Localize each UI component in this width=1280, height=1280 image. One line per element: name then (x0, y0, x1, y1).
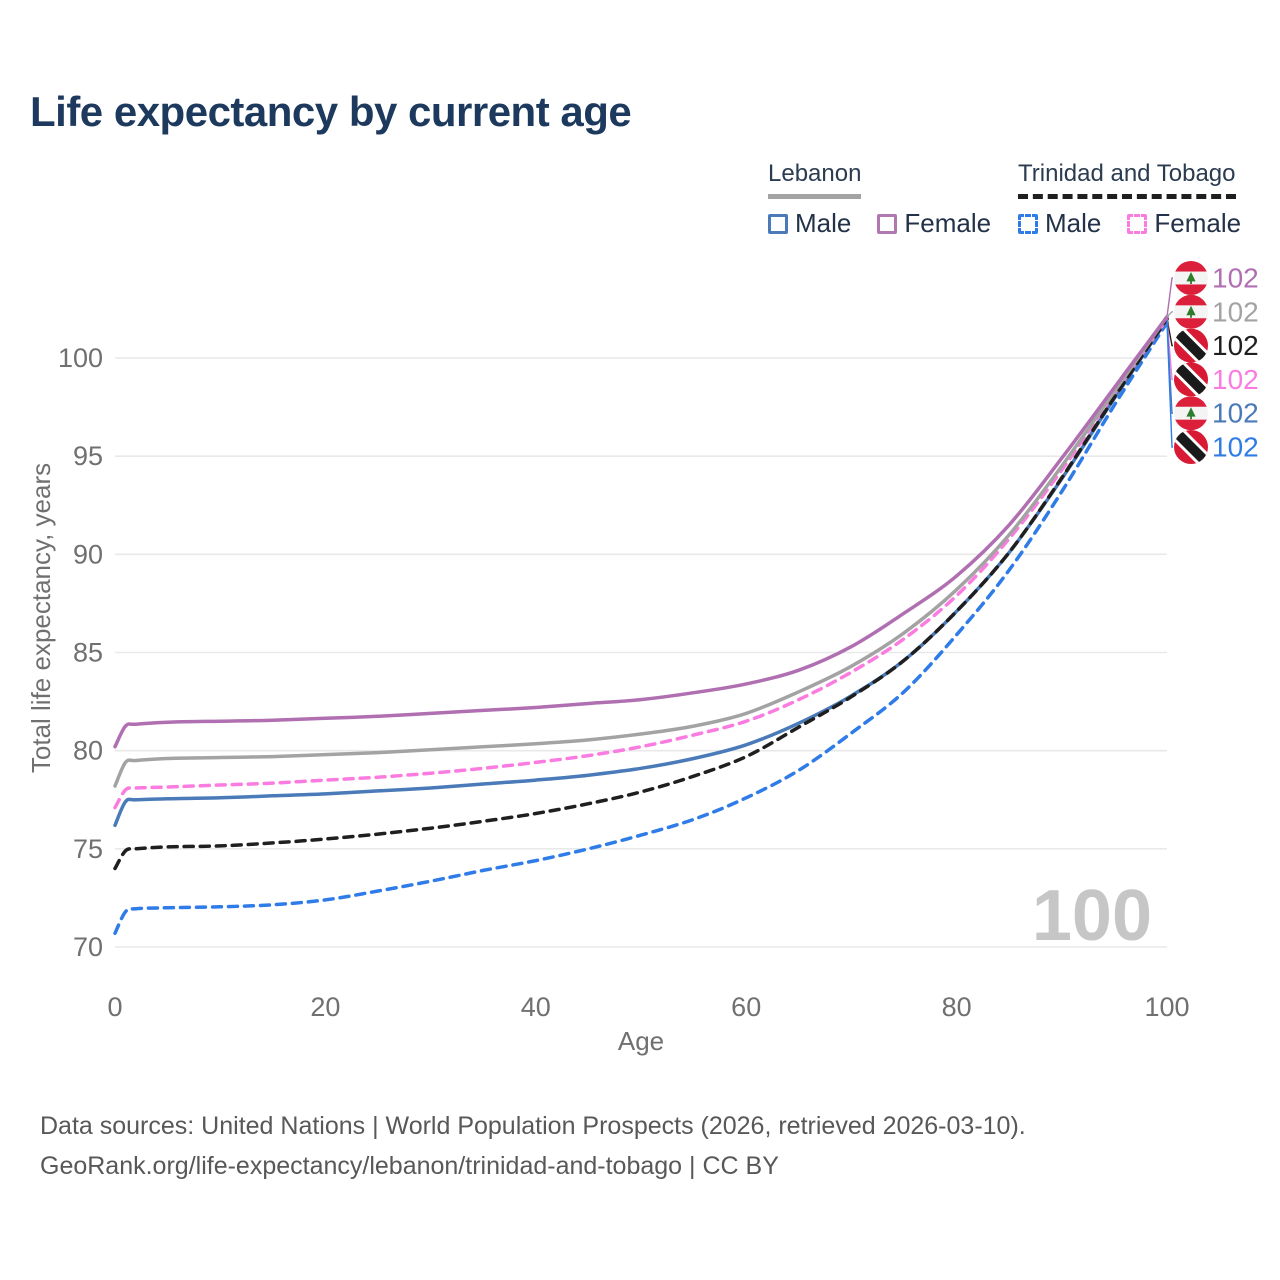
x-tick-label: 80 (942, 992, 972, 1022)
tt-female-swatch-icon (1127, 213, 1148, 234)
legend-item-tt-male[interactable]: Male (1018, 208, 1101, 239)
legend-item-label: Male (1045, 208, 1102, 238)
legend-group-lebanon: Lebanon Male Female (768, 160, 991, 239)
legend-item-lebanon-female[interactable]: Female (877, 208, 991, 239)
y-tick-label: 95 (73, 441, 103, 471)
y-tick-label: 90 (73, 539, 103, 569)
x-tick-label: 100 (1144, 992, 1189, 1022)
end-value-label-lebanon-total: 102 (1212, 296, 1259, 327)
y-tick-label: 75 (73, 834, 103, 864)
x-tick-label: 0 (107, 992, 122, 1022)
x-tick-label: 60 (731, 992, 761, 1022)
series-line-lebanon-female[interactable] (113, 315, 1169, 749)
legend-item-lebanon-male[interactable]: Male (768, 208, 851, 239)
page-title: Life expectancy by current age (30, 88, 632, 135)
y-tick-label: 85 (73, 638, 103, 668)
attribution-link-text: GeoRank.org/life-expectancy/lebanon/trin… (40, 1152, 779, 1180)
legend-item-label: Female (904, 208, 992, 238)
leader-line-lebanon-total (1166, 311, 1173, 318)
end-value-label-tt-female: 102 (1212, 364, 1259, 395)
legend-item-tt-female[interactable]: Female (1127, 208, 1241, 239)
legend-item-label: Female (1154, 208, 1242, 238)
series-line-tt-female[interactable] (113, 316, 1169, 810)
series-line-tt-total[interactable] (113, 316, 1169, 871)
y-axis-title: Total life expectancy, years (26, 463, 56, 773)
end-value-label-tt-male: 102 (1212, 432, 1259, 463)
end-value-label-tt-total: 102 (1212, 330, 1259, 361)
data-sources-text: Data sources: United Nations | World Pop… (40, 1112, 1026, 1140)
lebanon-flag-icon (1174, 396, 1208, 431)
series-line-lebanon-total[interactable] (113, 315, 1169, 788)
x-tick-label: 40 (521, 992, 551, 1022)
y-tick-label: 80 (73, 736, 103, 766)
leader-line-lebanon-female (1166, 277, 1173, 317)
y-tick-label: 100 (58, 343, 103, 373)
tt-male-swatch-icon (1018, 213, 1038, 234)
series-line-tt-male[interactable] (113, 320, 1169, 936)
x-tick-label: 20 (310, 992, 340, 1022)
legend-group-trinidad-and-tobago: Trinidad and Tobago Male Female (1018, 160, 1241, 239)
lebanon-flag-icon (1174, 261, 1208, 295)
leader-line-tt-total (1166, 318, 1173, 347)
legend-item-label: Male (795, 208, 852, 238)
end-value-label-lebanon-female: 102 (1212, 263, 1259, 294)
lebanon-male-swatch-icon (768, 213, 788, 234)
legend-heading-lebanon: Lebanon (768, 160, 862, 199)
lebanon-female-swatch-icon (877, 213, 898, 234)
age-counter-watermark: 100 (1032, 876, 1152, 956)
footer: Data sources: United Nations | World Pop… (40, 1106, 1026, 1186)
lebanon-flag-icon (1174, 294, 1208, 329)
leader-line-tt-male (1166, 322, 1173, 448)
legend-heading-trinidad-and-tobago: Trinidad and Tobago (1018, 160, 1236, 199)
x-axis-title: Age (618, 1026, 664, 1056)
y-tick-label: 70 (73, 932, 103, 962)
end-value-label-lebanon-male: 102 (1212, 398, 1259, 429)
